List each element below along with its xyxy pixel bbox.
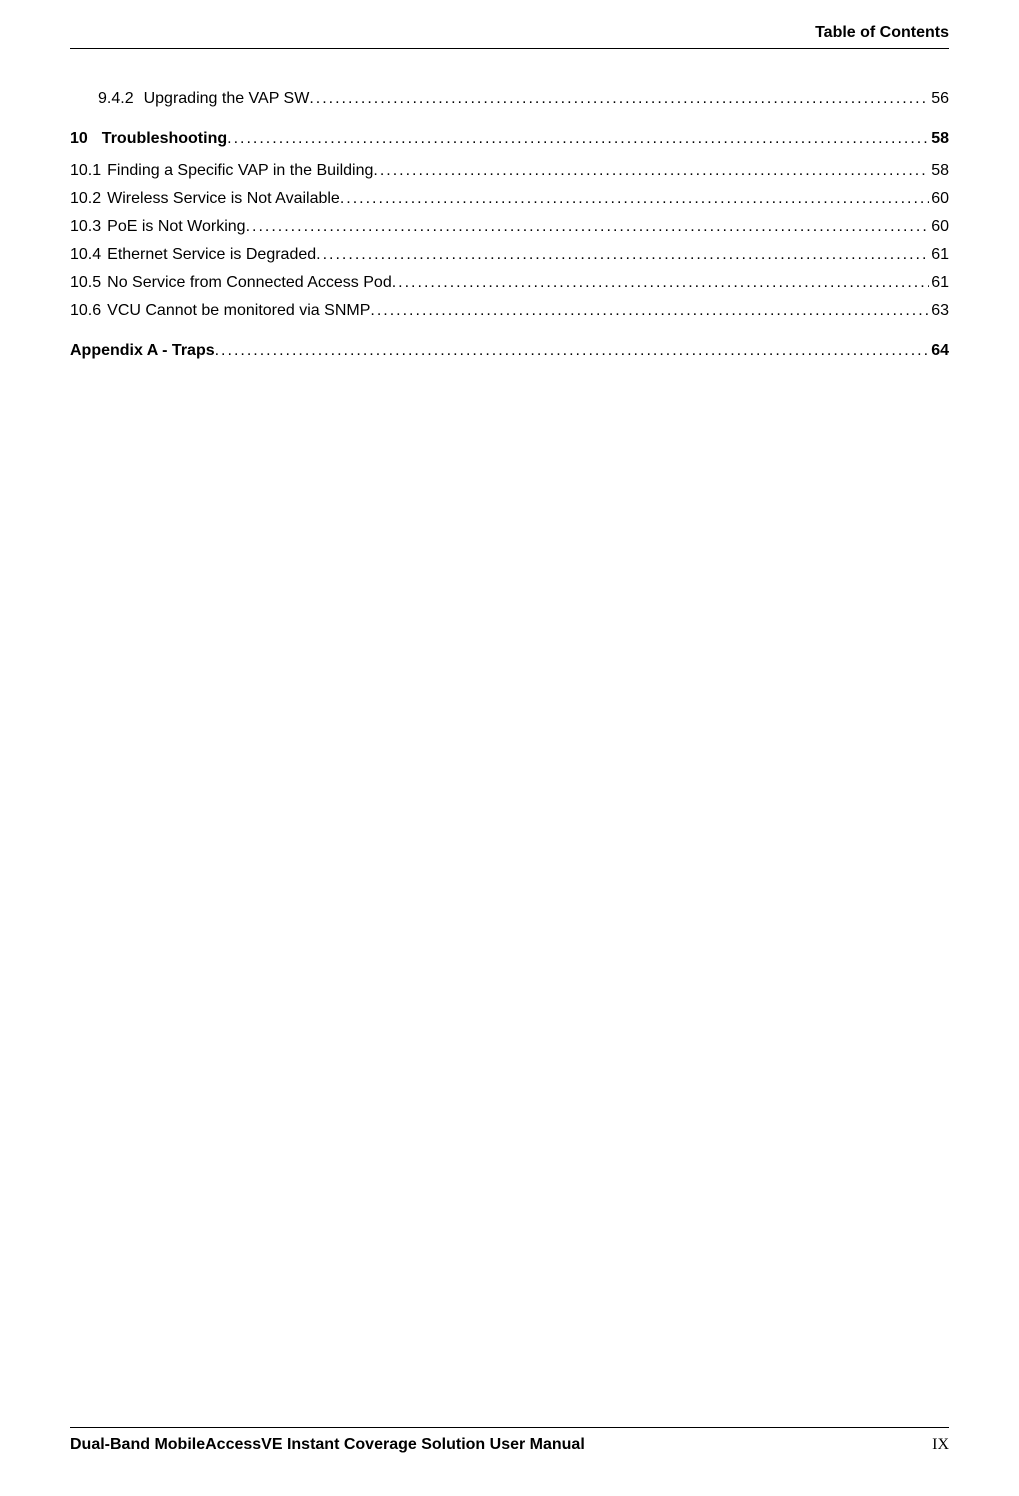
toc-page: 64 — [929, 342, 949, 360]
toc-leader-dots — [246, 218, 930, 236]
toc-leader-dots — [227, 130, 929, 148]
toc-appendix-entry: Appendix A - Traps 64 — [70, 342, 949, 360]
toc-leader-dots — [392, 274, 929, 292]
toc-page: 58 — [929, 162, 949, 180]
toc-leader-dots — [340, 190, 929, 208]
toc-entry: 10.1 Finding a Specific VAP in the Build… — [70, 162, 949, 180]
toc-page: 60 — [929, 190, 949, 208]
page-footer: Dual-Band MobileAccessVE Instant Coverag… — [70, 1427, 949, 1454]
toc-text: Appendix A - Traps — [70, 342, 215, 360]
toc-chapter-entry: 10 Troubleshooting 58 — [70, 130, 949, 148]
toc-text: Troubleshooting — [102, 130, 227, 148]
toc-number: 10.6 — [70, 302, 101, 320]
toc-number: 10 — [70, 130, 88, 148]
toc-leader-dots — [316, 246, 929, 264]
toc-number: 9.4.2 — [98, 90, 134, 108]
toc-entry: 10.3 PoE is Not Working 60 — [70, 218, 949, 236]
toc-text: PoE is Not Working — [107, 218, 245, 236]
header-title: Table of Contents — [70, 24, 949, 42]
toc-entry: 10.6 VCU Cannot be monitored via SNMP 63 — [70, 302, 949, 320]
toc-leader-dots — [215, 342, 930, 360]
toc-number: 10.4 — [70, 246, 101, 264]
header-rule — [70, 48, 949, 49]
toc-leader-dots — [370, 302, 929, 320]
page-header: Table of Contents — [70, 24, 949, 49]
toc-number: 10.3 — [70, 218, 101, 236]
toc-entry: 9.4.2 Upgrading the VAP SW 56 — [70, 90, 949, 108]
toc-number: 10.2 — [70, 190, 101, 208]
toc-content: 9.4.2 Upgrading the VAP SW 56 10 Trouble… — [70, 90, 949, 370]
toc-page: 56 — [929, 90, 949, 108]
toc-text: Ethernet Service is Degraded — [107, 246, 316, 264]
footer-page-number: IX — [932, 1436, 949, 1454]
toc-page: 61 — [929, 246, 949, 264]
toc-page: 61 — [929, 274, 949, 292]
toc-number: 10.1 — [70, 162, 101, 180]
toc-number: 10.5 — [70, 274, 101, 292]
toc-text: Finding a Specific VAP in the Building — [107, 162, 373, 180]
page: Table of Contents 9.4.2 Upgrading the VA… — [0, 0, 1019, 1496]
toc-page: 58 — [929, 130, 949, 148]
toc-entry: 10.4 Ethernet Service is Degraded 61 — [70, 246, 949, 264]
toc-entry: 10.5 No Service from Connected Access Po… — [70, 274, 949, 292]
toc-leader-dots — [309, 90, 929, 108]
toc-entry: 10.2 Wireless Service is Not Available 6… — [70, 190, 949, 208]
toc-text: Wireless Service is Not Available — [107, 190, 340, 208]
toc-leader-dots — [373, 162, 929, 180]
toc-text: VCU Cannot be monitored via SNMP — [107, 302, 370, 320]
toc-page: 60 — [929, 218, 949, 236]
toc-text: Upgrading the VAP SW — [144, 90, 310, 108]
footer-title: Dual-Band MobileAccessVE Instant Coverag… — [70, 1436, 585, 1454]
toc-text: No Service from Connected Access Pod — [107, 274, 392, 292]
footer-rule — [70, 1427, 949, 1428]
toc-page: 63 — [929, 302, 949, 320]
footer-row: Dual-Band MobileAccessVE Instant Coverag… — [70, 1436, 949, 1454]
